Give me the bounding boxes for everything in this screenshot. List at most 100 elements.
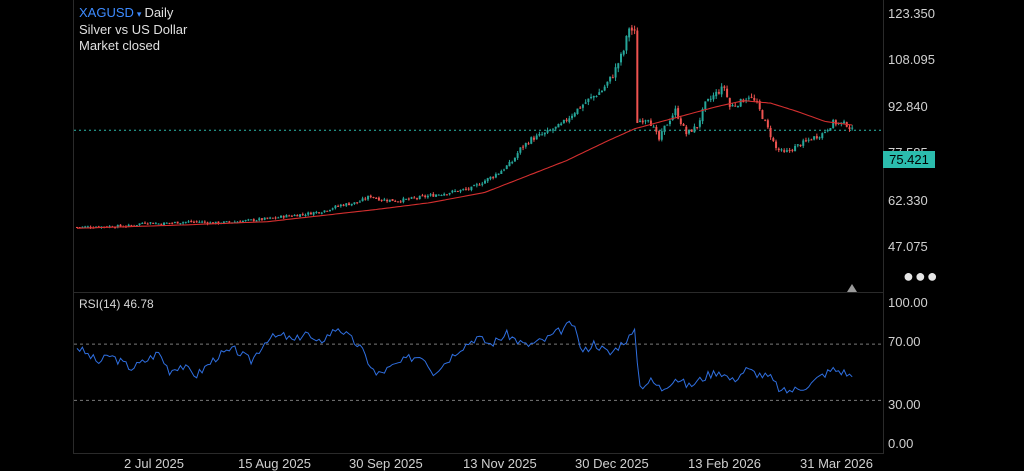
- last-price-tag: 75.421: [883, 151, 935, 168]
- candle-body: [320, 212, 323, 214]
- time-axis-label: 13 Feb 2026: [688, 456, 762, 471]
- symbol-name[interactable]: XAGUSD: [79, 5, 134, 20]
- candle-body: [696, 127, 699, 129]
- candle-body: [731, 104, 734, 107]
- candle-body: [386, 200, 389, 202]
- candle-body: [369, 195, 372, 198]
- candle-body: [747, 97, 750, 99]
- candle-body: [799, 144, 802, 147]
- candle-body: [647, 120, 650, 122]
- candle-body: [807, 139, 810, 141]
- candle-body: [592, 95, 595, 98]
- candle-body: [524, 143, 527, 147]
- candle-body: [456, 190, 459, 192]
- candle-body: [410, 197, 413, 199]
- candle-body: [522, 146, 525, 148]
- candle-body: [666, 124, 669, 126]
- candle-body: [562, 119, 565, 123]
- candle-body: [693, 126, 696, 133]
- candle-body: [500, 171, 503, 174]
- candle-body: [682, 124, 685, 126]
- candle-body: [241, 220, 244, 223]
- candle-body: [734, 105, 737, 107]
- candle-body: [535, 135, 538, 140]
- candle-body: [459, 189, 462, 192]
- candle-body: [296, 214, 299, 217]
- candle-body: [579, 107, 582, 109]
- candle-body: [201, 221, 204, 223]
- more-dots-icon[interactable]: ●●●: [903, 266, 939, 286]
- candle-body: [584, 102, 587, 104]
- candle-body: [668, 120, 671, 125]
- candle-body: [717, 92, 720, 94]
- candle-body: [225, 221, 228, 223]
- candle-body: [704, 101, 707, 110]
- candle-body: [429, 194, 432, 196]
- candle-body: [595, 95, 598, 97]
- price-chart[interactable]: [74, 0, 883, 292]
- candle-body: [788, 150, 791, 152]
- candle-body: [402, 198, 405, 203]
- price-axis-label: 62.330: [888, 193, 928, 208]
- candle-body: [356, 202, 359, 204]
- candle-body: [301, 214, 304, 216]
- candle-body: [568, 118, 571, 122]
- candle-body: [144, 222, 146, 224]
- rsi-panel[interactable]: [73, 293, 884, 454]
- candle-body: [203, 221, 206, 223]
- candle-body: [598, 92, 601, 95]
- candle-body: [304, 214, 307, 216]
- candle-body: [622, 50, 625, 55]
- price-chart-panel[interactable]: [73, 0, 884, 293]
- symbol-dropdown-icon[interactable]: ▾: [136, 9, 142, 19]
- candle-body: [481, 183, 484, 185]
- candle-body: [484, 180, 486, 184]
- candle-body: [701, 108, 704, 122]
- candle-body: [78, 227, 81, 229]
- candle-body: [328, 209, 331, 212]
- rsi-axis-label: 30.00: [888, 397, 921, 412]
- candle-body: [832, 120, 835, 129]
- candle-body: [652, 126, 655, 128]
- candle-body: [761, 110, 764, 119]
- scroll-to-latest-icon[interactable]: [847, 284, 857, 292]
- candle-body: [195, 221, 198, 223]
- candle-body: [851, 127, 854, 129]
- candle-body: [315, 211, 318, 213]
- candle-body: [639, 120, 642, 123]
- candle-body: [824, 131, 826, 133]
- candle-body: [587, 98, 590, 103]
- candle-body: [84, 226, 87, 228]
- candle-body: [280, 215, 282, 218]
- candle-body: [530, 137, 533, 144]
- candle-body: [171, 222, 174, 224]
- candle-body: [478, 184, 481, 186]
- candle-body: [127, 224, 130, 227]
- candle-body: [424, 195, 427, 198]
- candle-body: [633, 29, 636, 31]
- candle-body: [138, 223, 141, 226]
- candle-body: [723, 86, 726, 88]
- candle-body: [198, 221, 201, 223]
- candle-body: [503, 169, 506, 171]
- candle-body: [688, 129, 690, 134]
- rsi-chart[interactable]: [74, 293, 883, 453]
- candle-body: [380, 199, 383, 201]
- candle-body: [804, 140, 807, 142]
- candle-body: [435, 194, 438, 197]
- rsi-axis-label: 100.00: [888, 295, 928, 310]
- candle-body: [826, 130, 829, 132]
- candle-body: [848, 127, 851, 129]
- candle-body: [489, 176, 492, 179]
- candle-body: [255, 220, 258, 222]
- candle-body: [728, 98, 731, 107]
- candle-body: [421, 195, 424, 197]
- candle-body: [437, 194, 440, 196]
- price-axis-label: 47.075: [888, 239, 928, 254]
- candle-body: [764, 119, 767, 121]
- candle-body: [413, 197, 416, 199]
- rsi-axis-label: 70.00: [888, 334, 921, 349]
- candle-body: [244, 220, 247, 222]
- candle-body: [554, 126, 557, 129]
- candle-body: [81, 226, 84, 228]
